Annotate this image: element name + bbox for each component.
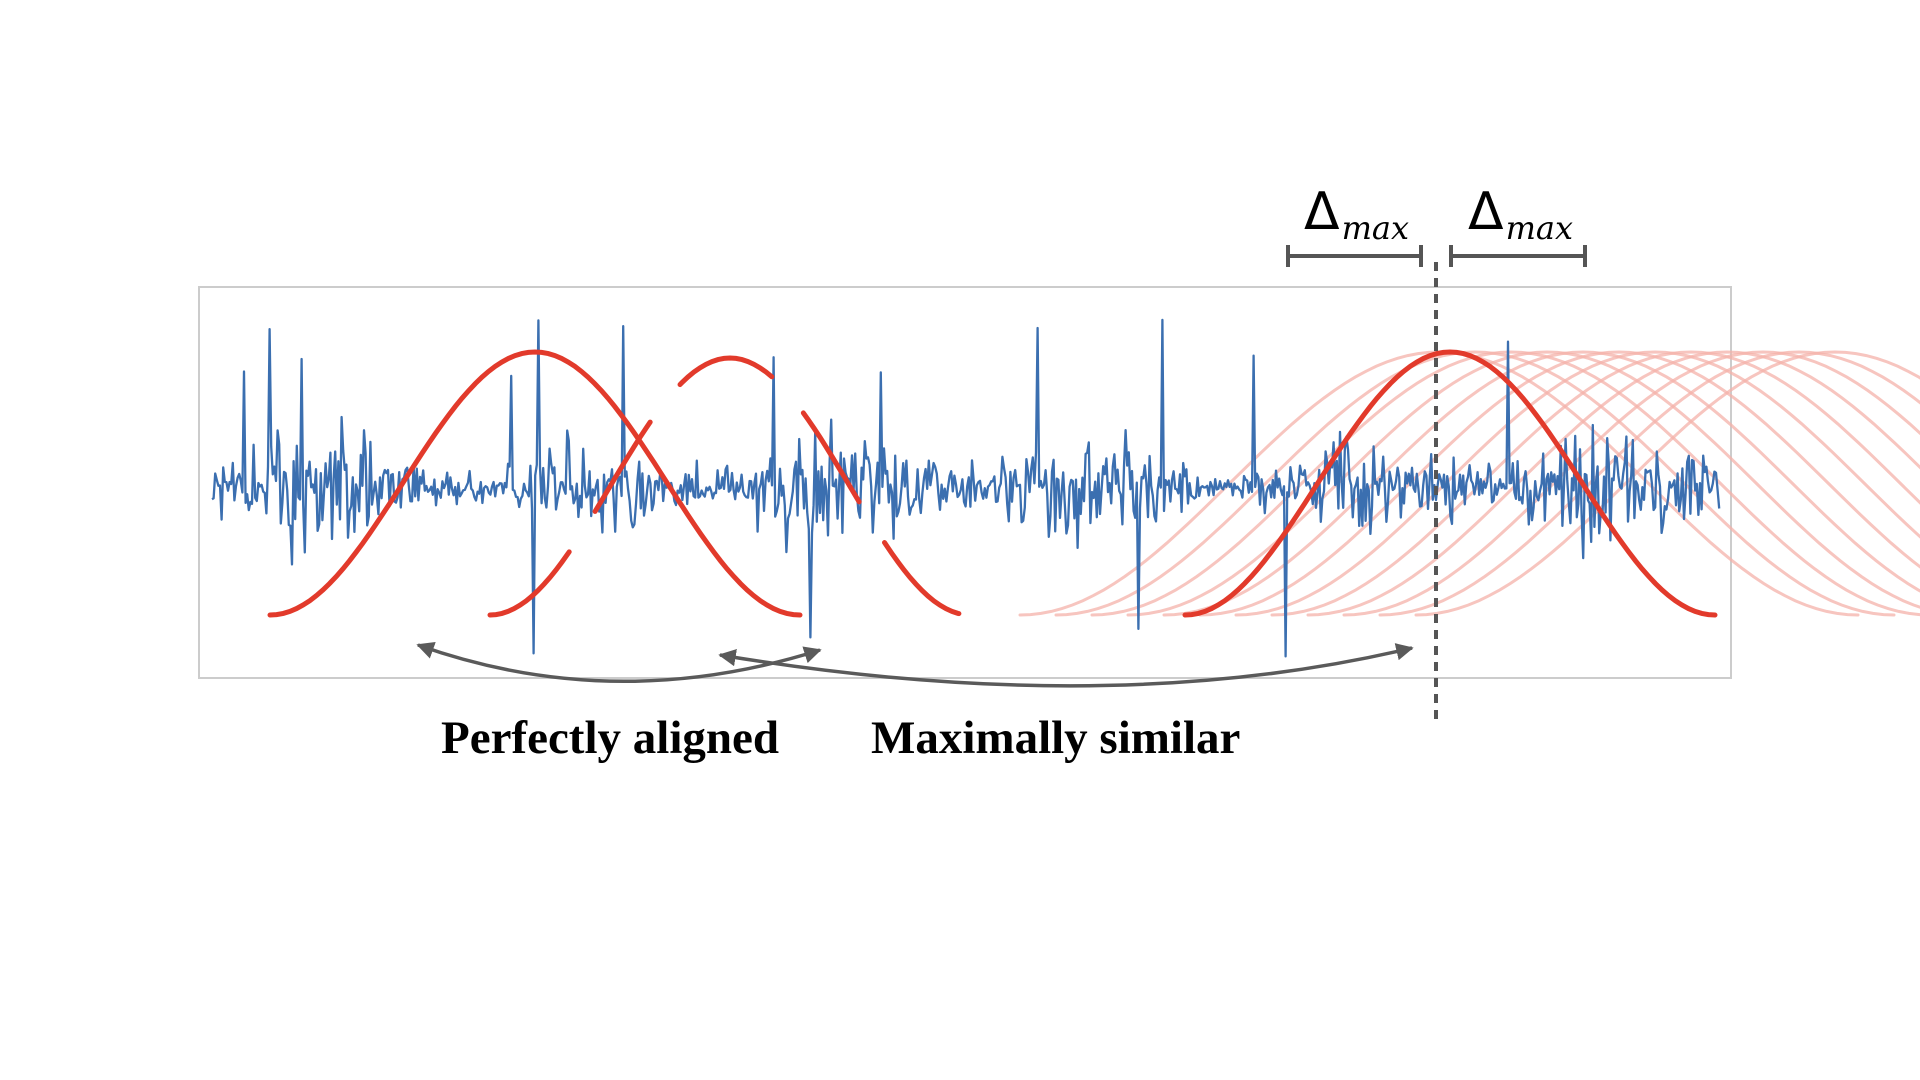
template-curve-highlighted — [1182, 349, 1718, 618]
faded-template-copy — [1414, 350, 1920, 617]
faded-template-copy — [1198, 350, 1920, 617]
perfectly-aligned-caption: Perfectly aligned — [441, 712, 780, 764]
delta-max-label-left: Δmax — [1304, 182, 1409, 247]
noisy-time-series — [211, 318, 1721, 658]
delta-bracket-left — [1286, 245, 1423, 267]
shifted-template-copies — [1018, 350, 1920, 617]
maximally-similar-caption: Maximally similar — [871, 712, 1241, 764]
faded-template-copy — [1342, 350, 1920, 617]
faded-template-copy — [1306, 350, 1920, 617]
delta-symbol: Δ — [1468, 182, 1504, 242]
double-headed-arrow-icon — [718, 643, 1414, 688]
faded-template-copy — [1162, 350, 1920, 617]
delta-subscript: max — [1341, 209, 1410, 247]
template-curves — [267, 349, 1718, 618]
template-curve-solid — [267, 349, 803, 618]
template-curve-dashed — [487, 355, 973, 618]
faded-template-copy — [1054, 350, 1896, 617]
delta-symbol: Δ — [1304, 182, 1340, 242]
delta-subscript: max — [1505, 209, 1574, 247]
delta-bracket-right — [1449, 245, 1587, 267]
faded-template-copy — [1126, 350, 1920, 617]
faded-template-copy — [1090, 350, 1920, 617]
faded-template-copy — [1270, 350, 1920, 617]
faded-template-copy — [1234, 350, 1920, 617]
faded-template-copy — [1378, 350, 1920, 617]
delta-max-label-right: Δmax — [1468, 182, 1573, 247]
